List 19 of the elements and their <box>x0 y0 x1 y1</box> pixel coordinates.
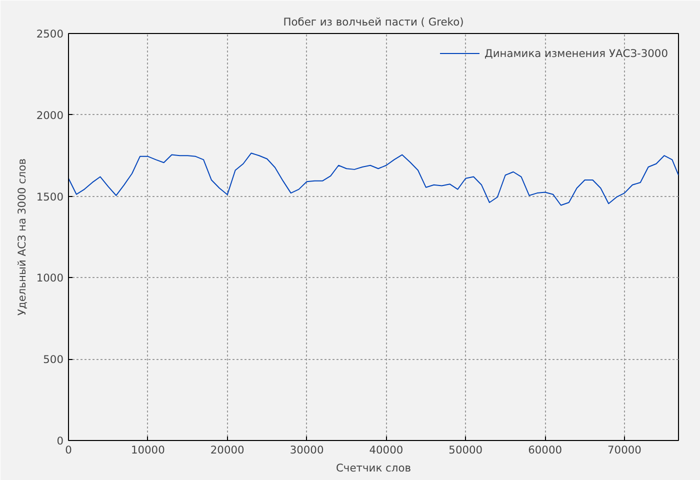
y-tick-label: 2000 <box>36 108 64 122</box>
line-series <box>68 152 678 206</box>
x-tick-label: 70000 <box>608 444 642 456</box>
chart-title: Побег из волчьей пасти ( Greko) <box>283 16 464 28</box>
x-tick-label: 0 <box>65 444 72 456</box>
x-tick-label: 10000 <box>130 444 166 456</box>
y-tick-label: 0 <box>56 434 64 448</box>
y-tick-label: 1500 <box>36 190 64 204</box>
y-tick-label: 1000 <box>36 272 64 285</box>
x-tick-label: 40000 <box>369 444 404 456</box>
y-tick-label: 500 <box>43 353 64 366</box>
x-axis-title: Счетчик слов <box>336 462 412 474</box>
y-tick-label: 2500 <box>36 28 64 40</box>
x-tick-label: 50000 <box>448 444 483 456</box>
y-axis-title: Удельный АСЗ на 3000 слов <box>15 158 28 316</box>
x-tick-label: 20000 <box>210 444 245 456</box>
legend-label: Динамика изменения УАСЗ-3000 <box>484 46 668 60</box>
x-tick-label: 60000 <box>528 444 562 456</box>
x-tick-label: 30000 <box>290 444 324 456</box>
